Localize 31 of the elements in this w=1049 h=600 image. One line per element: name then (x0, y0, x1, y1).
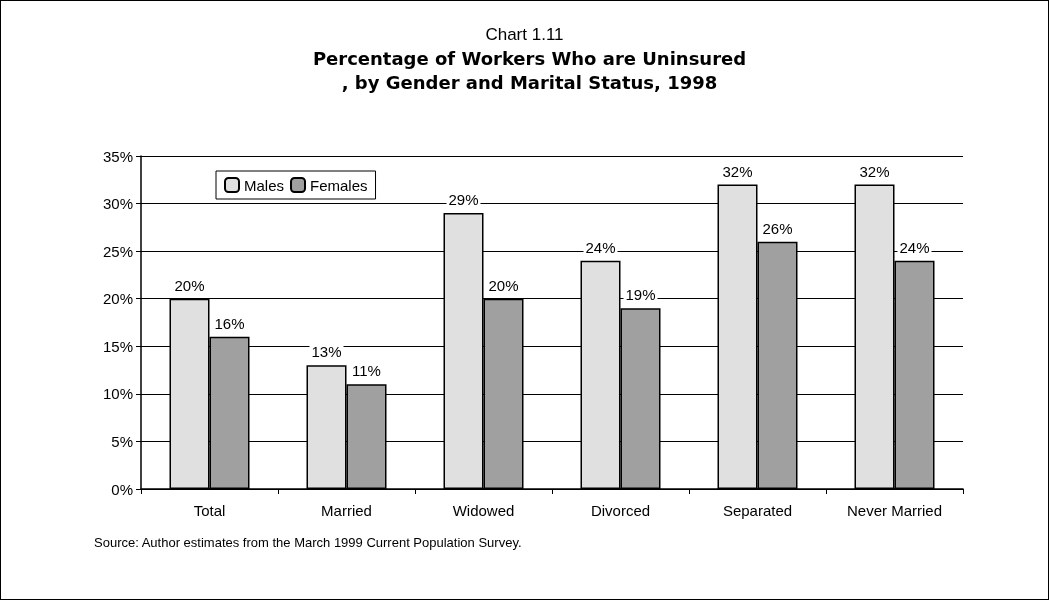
data-label: 29% (448, 191, 479, 209)
x-tick-label: Divorced (590, 502, 651, 519)
y-tick-label: 30% (102, 195, 133, 213)
x-tick-label: Widowed (452, 502, 515, 519)
chart-title: Chart 1.11 (485, 25, 564, 44)
data-label: 24% (899, 238, 930, 256)
x-tick-label: Never Married (846, 502, 943, 519)
y-tick-label: 15% (102, 337, 133, 355)
y-tick-label: 25% (102, 242, 133, 260)
x-tick-label: Married (321, 502, 372, 519)
data-label: 16% (214, 314, 245, 332)
data-label: 13% (311, 343, 342, 361)
data-label: 26% (762, 219, 793, 237)
y-tick-label: 20% (102, 290, 133, 308)
x-tick-label: Separated (722, 502, 793, 519)
data-label: 20% (488, 276, 519, 294)
data-label: 32% (722, 162, 753, 180)
chart-subtitle: Percentage of Workers Who are Uninsured, by Gender and Marital Status, 1998 (312, 47, 747, 93)
data-label: 20% (174, 276, 205, 294)
data-label: 19% (625, 286, 656, 304)
data-label: 24% (585, 238, 616, 256)
data-label: 32% (859, 162, 890, 180)
data-label: 11% (352, 362, 381, 380)
y-tick-label: 0% (111, 480, 133, 498)
y-tick-label: 35% (102, 147, 133, 165)
x-tick-label: Total (193, 502, 226, 519)
source-note: Source: Author estimates from the March 1999 Current Population Survey. (94, 535, 522, 550)
y-tick-label: 10% (102, 385, 133, 403)
legend-label: Females (310, 176, 368, 194)
y-tick-label: 5% (111, 432, 133, 450)
legend-label: Males (244, 176, 285, 194)
